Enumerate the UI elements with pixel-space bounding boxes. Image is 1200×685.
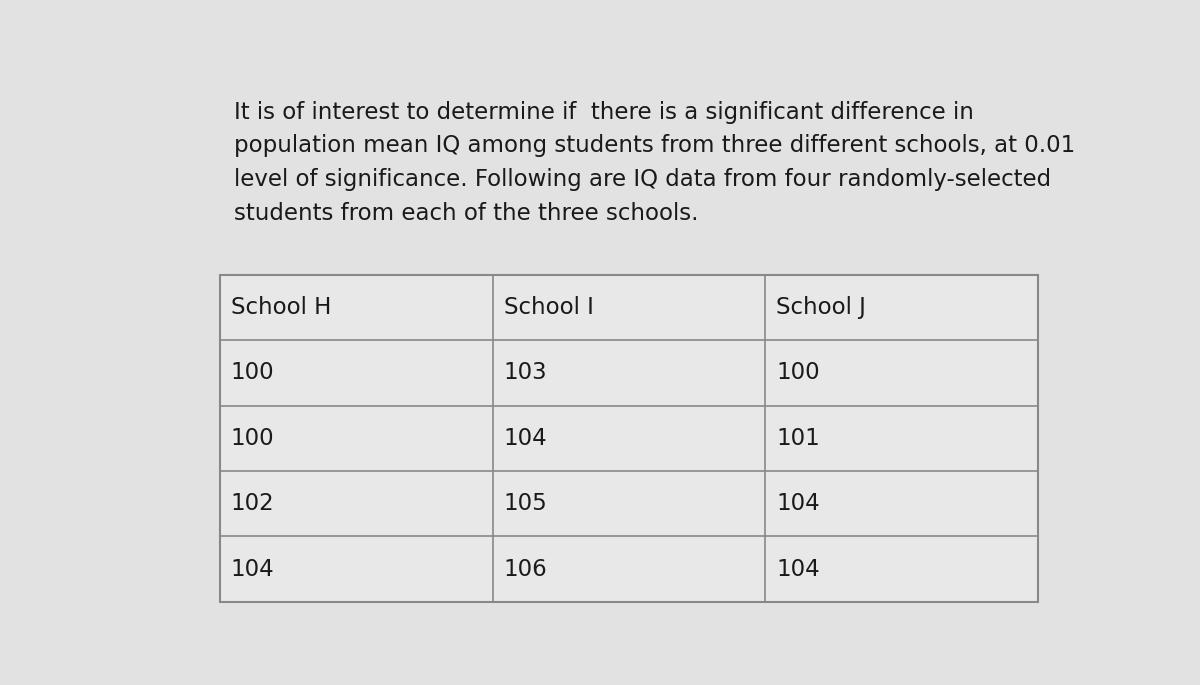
Text: 100: 100 (230, 427, 275, 450)
Text: 104: 104 (230, 558, 275, 580)
Text: 104: 104 (504, 427, 547, 450)
Text: 101: 101 (776, 427, 821, 450)
Text: 105: 105 (504, 492, 547, 515)
Text: 102: 102 (230, 492, 275, 515)
Text: School I: School I (504, 296, 594, 319)
Text: 106: 106 (504, 558, 547, 580)
Text: 103: 103 (504, 361, 547, 384)
Text: It is of interest to determine if  there is a significant difference in
populati: It is of interest to determine if there … (234, 101, 1075, 225)
Text: School H: School H (230, 296, 331, 319)
Text: 100: 100 (230, 361, 275, 384)
Text: 104: 104 (776, 492, 820, 515)
Text: 104: 104 (776, 558, 820, 580)
Text: School J: School J (776, 296, 866, 319)
Text: 100: 100 (776, 361, 820, 384)
